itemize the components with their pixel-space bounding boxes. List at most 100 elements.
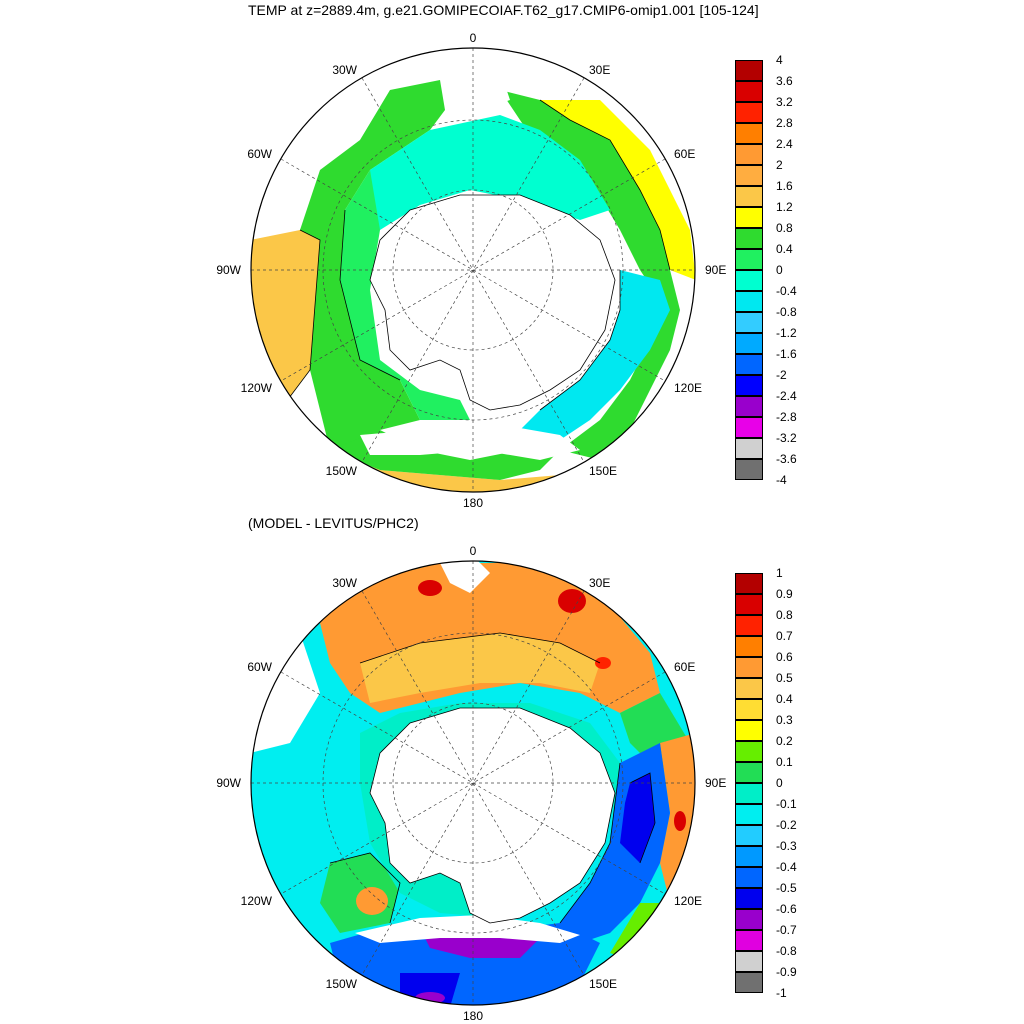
colorbar-label: 3.6 [776,74,793,88]
svg-text:60E: 60E [674,147,695,161]
svg-text:120E: 120E [674,381,702,395]
longitude-labels: 0 180 90W 90E 30W 60W 120W 150W 30E 60E … [216,544,726,1023]
colorbar-swatch [735,186,763,207]
colorbar-label: -1.2 [776,326,797,340]
colorbar-label: 4 [776,53,783,67]
colorbar-swatch [735,312,763,333]
colorbar-swatch [735,102,763,123]
svg-text:150W: 150W [326,464,358,478]
difference-polar-map: 0 180 90W 90E 30W 60W 120W 150W 30E 60E … [216,544,726,1023]
svg-text:90E: 90E [705,263,726,277]
colorbar-swatch [735,846,763,867]
svg-text:90E: 90E [705,776,726,790]
colorbar-swatch [735,594,763,615]
colorbar-label: 0.5 [776,671,793,685]
colorbar-label: -3.2 [776,431,797,445]
colorbar-swatch [735,291,763,312]
svg-text:30E: 30E [589,576,610,590]
colorbar-swatch [735,333,763,354]
colorbar-label: -0.3 [776,839,797,853]
svg-text:30W: 30W [332,576,357,590]
colorbar-label: -0.2 [776,818,797,832]
colorbar-label: -0.5 [776,881,797,895]
colorbar-swatch [735,909,763,930]
colorbar-swatch [735,438,763,459]
colorbar-label: -2.8 [776,410,797,424]
colorbar-label: -0.4 [776,860,797,874]
colorbar-swatch [735,249,763,270]
colorbar-label: 0.8 [776,608,793,622]
svg-text:150E: 150E [589,464,617,478]
main-title: TEMP at z=2889.4m, g.e21.GOMIPECOIAF.T62… [248,2,759,18]
svg-text:150W: 150W [326,977,358,991]
map-boundary [250,47,696,493]
colorbar-swatch [735,804,763,825]
colorbar-label: 0 [776,263,783,277]
svg-text:30W: 30W [332,63,357,77]
svg-text:0: 0 [470,544,477,558]
colorbar-swatch [735,720,763,741]
svg-text:60W: 60W [247,147,272,161]
colorbar-swatch [735,144,763,165]
colorbar-label: 2.8 [776,116,793,130]
colorbar-swatch [735,678,763,699]
colorbar-swatch [735,375,763,396]
colorbar-label: 2 [776,158,783,172]
colorbar-label: -0.8 [776,944,797,958]
svg-text:120E: 120E [674,894,702,908]
colorbar-swatch [735,867,763,888]
colorbar-swatch [735,636,763,657]
colorbar-label: 0.7 [776,629,793,643]
colorbar-label: 3.2 [776,95,793,109]
colorbar-swatch [735,354,763,375]
colorbar-swatch [735,741,763,762]
colorbar-label: -1.6 [776,347,797,361]
map-boundary [250,560,696,1006]
svg-text:60W: 60W [247,660,272,674]
colorbar-label: -2 [776,368,787,382]
svg-text:30E: 30E [589,63,610,77]
colorbar-label: -0.4 [776,284,797,298]
colorbar-swatch [735,123,763,144]
svg-text:90W: 90W [216,776,241,790]
colorbar-swatch [735,207,763,228]
colorbar-swatch [735,888,763,909]
colorbar-label: -0.7 [776,923,797,937]
svg-text:180: 180 [463,1009,483,1023]
colorbar-swatch [735,762,763,783]
colorbar-label: 0.3 [776,713,793,727]
colorbar-label: 1.2 [776,200,793,214]
colorbar-label: 1 [776,566,783,580]
colorbar-label: 0.8 [776,221,793,235]
colorbar-label: 0.2 [776,734,793,748]
svg-text:60E: 60E [674,660,695,674]
svg-text:150E: 150E [589,977,617,991]
colorbar-swatch [735,825,763,846]
colorbar-label: -0.9 [776,965,797,979]
colorbar-label: -4 [776,473,787,487]
colorbar-swatch [735,657,763,678]
colorbar-label: 0.9 [776,587,793,601]
colorbar-label: -3.6 [776,452,797,466]
colorbar-label: -1 [776,986,787,1000]
colorbar-swatch [735,165,763,186]
colorbar-swatch [735,459,763,480]
colorbar-label: 0.4 [776,242,793,256]
colorbar-label: 2.4 [776,137,793,151]
colorbar-label: -0.1 [776,797,797,811]
colorbar-label: 0.4 [776,692,793,706]
difference-title: (MODEL - LEVITUS/PHC2) [248,515,419,531]
colorbar-swatch [735,951,763,972]
colorbar-label: -0.6 [776,902,797,916]
colorbar-swatch [735,930,763,951]
colorbar-swatch [735,60,763,81]
colorbar-swatch [735,972,763,993]
colorbar-label: -0.8 [776,305,797,319]
colorbar-label: 1.6 [776,179,793,193]
colorbar-swatch [735,396,763,417]
colorbar-swatch [735,615,763,636]
colorbar-swatch [735,573,763,594]
graticule [251,48,695,492]
colorbar-label: 0.1 [776,755,793,769]
colorbar-swatch [735,783,763,804]
